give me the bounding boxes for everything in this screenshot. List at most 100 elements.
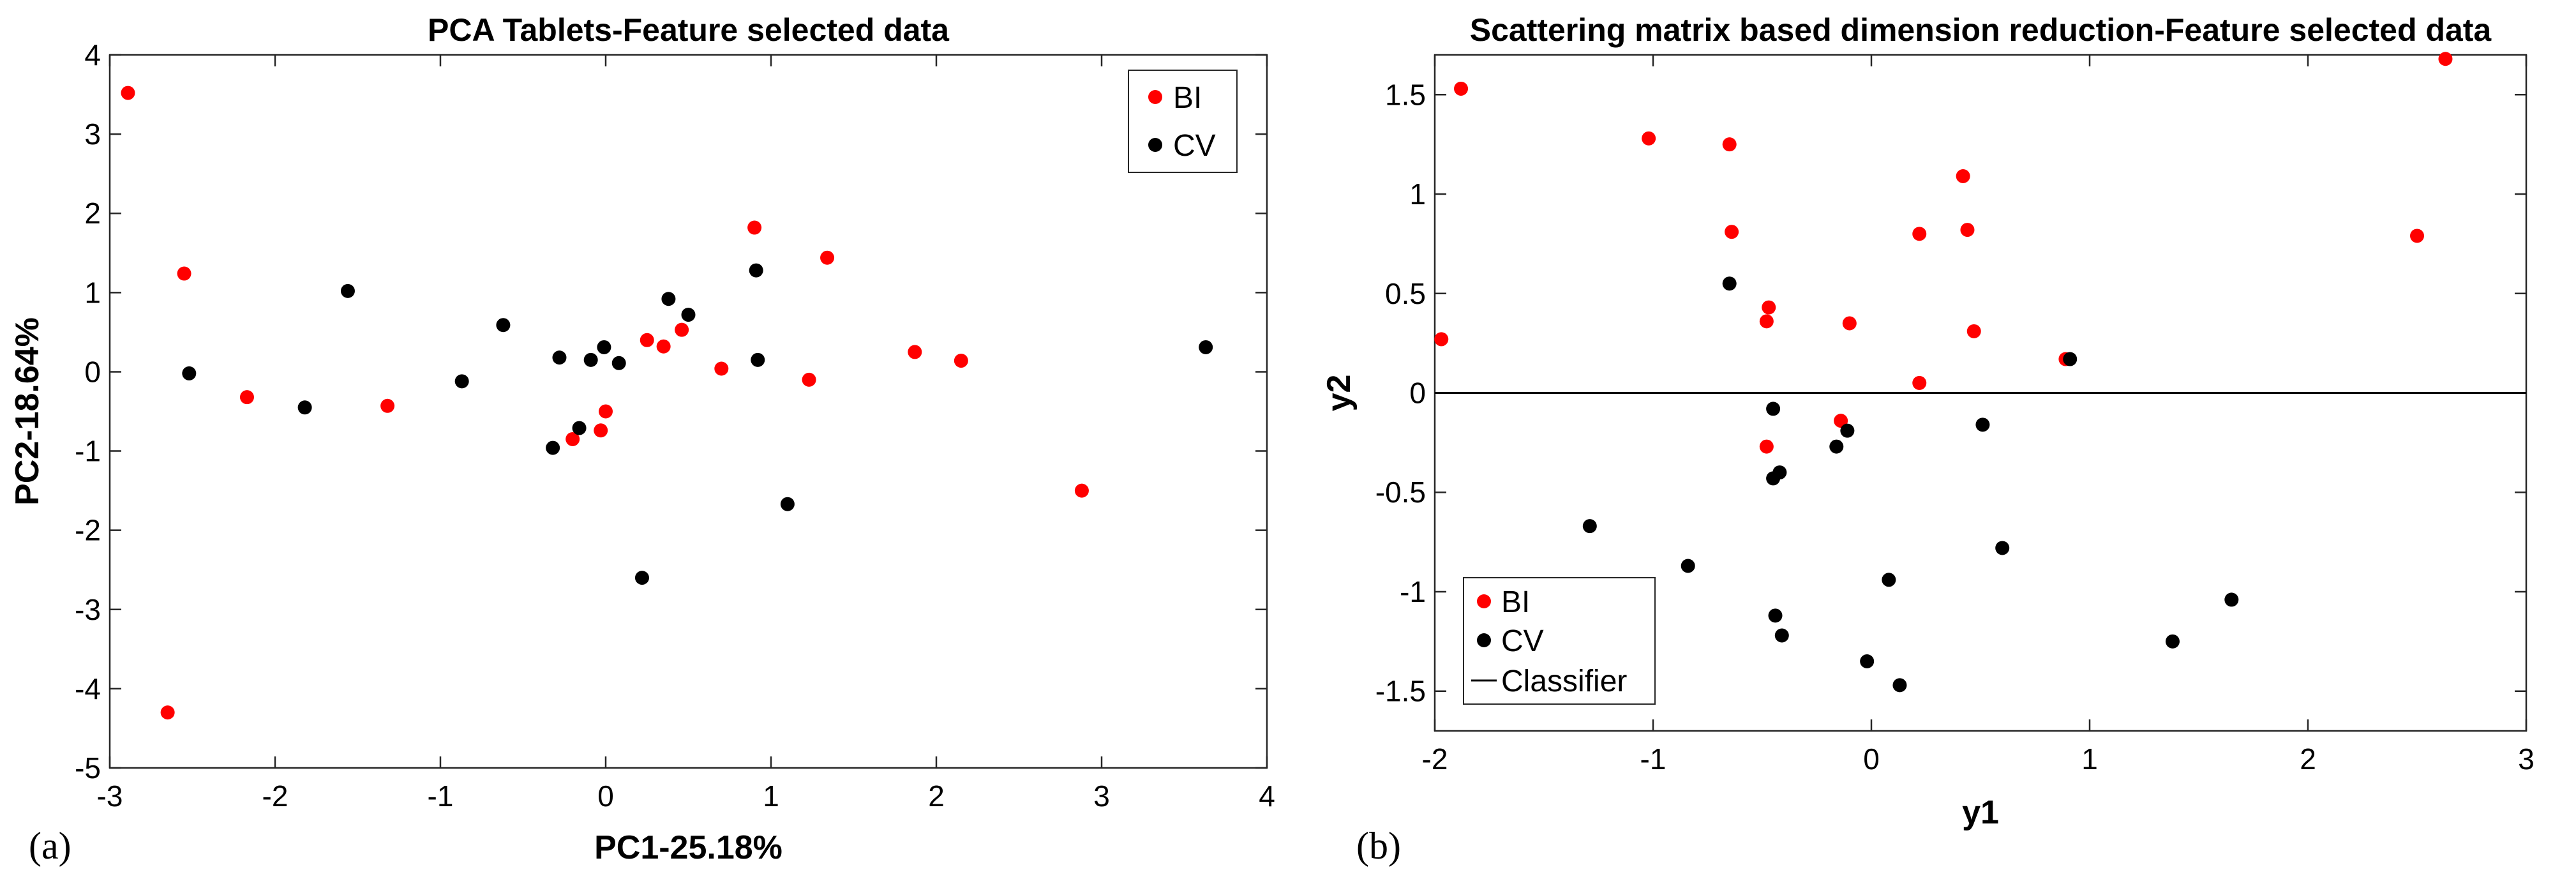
point-cv [634,571,649,585]
plot-frame [109,54,1268,769]
y-tick-label: -1.5 [1375,675,1426,708]
point-cv [182,366,197,380]
y-tick-label: 1 [84,276,101,309]
point-bi [1074,483,1089,498]
point-cv [611,356,626,370]
chart-panel-a: -3 -2 -1 0 1 2 3 4 4 3 2 1 0 -1 -2 -3 -4 -5 PCA Tablets-Fe… [9,12,1275,867]
point-bi [675,322,689,337]
legend-marker-bi [1148,90,1162,104]
x-tick-label: 2 [2300,742,2316,776]
legend-label-cv: CV [1501,624,1544,658]
point-bi [2410,229,2424,243]
legend-label-classifier: Classifier [1501,665,1627,698]
point-cv [583,352,598,367]
y-axis-label: PC2-18.64% [9,317,46,506]
point-cv [1768,608,1783,623]
point-cv [1975,417,1990,432]
x-tick-label: 3 [1093,779,1110,813]
point-bi [121,86,135,100]
legend-marker-cv [1148,138,1162,152]
point-bi [954,354,968,368]
point-bi [1834,414,1848,428]
point-cv [1840,423,1855,438]
point-cv [1722,276,1737,291]
x-tick-label: 1 [2081,742,2098,776]
point-bi [1722,137,1737,152]
point-bi [177,266,191,281]
y-tick-label: 3 [84,117,101,151]
chart-title: PCA Tablets-Feature selected data [428,12,950,48]
legend-marker-cv [1477,633,1491,647]
point-bi [160,705,175,720]
legend-label-bi: BI [1501,585,1530,619]
point-cv [1199,340,1213,354]
point-cv [751,352,765,367]
y-tick-label: 2 [84,197,101,230]
point-bi [1956,169,1970,183]
point-cv [546,440,560,455]
point-cv [572,421,587,435]
x-tick-label: -1 [1640,742,1666,776]
point-cv [552,350,567,365]
y-tick-label: -3 [75,593,101,626]
point-bi [747,220,762,235]
point-cv [1766,471,1781,486]
point-cv [661,292,676,306]
point-cv [1995,541,2010,555]
y-tick-label: 1 [1409,177,1426,211]
x-tick-label: 0 [1863,742,1880,776]
x-axis-label: PC1-25.18% [594,829,783,866]
x-tick-label: 0 [597,779,614,813]
chart-panel-b: -2 -1 0 1 2 3 1.5 1 0.5 0 -0.5 -1 -1.5 Scattering mat… [1321,12,2535,867]
chart-title: Scattering matrix based dimension reduct… [1470,12,2492,48]
point-bi [1966,324,1981,338]
y-tick-label: 4 [84,38,101,71]
x-tick-label: -2 [262,779,288,813]
point-cv [2165,634,2180,649]
point-cv [1774,628,1789,643]
point-bi [1454,81,1469,96]
point-bi [802,372,816,387]
x-tick-label: -1 [428,779,454,813]
point-bi [239,390,254,405]
legend: BI CV Classifier [1463,577,1656,705]
point-cv [1860,654,1875,668]
point-bi [640,333,654,347]
point-cv [454,374,469,389]
point-cv [297,400,312,415]
point-bi [820,250,835,265]
point-bi [1759,314,1774,329]
y-tick-label: 0 [84,355,101,388]
point-bi [1912,227,1927,241]
x-tick-label: 2 [928,779,945,813]
point-cv [780,497,795,511]
point-cv [2224,592,2239,607]
x-tick-label: -3 [97,779,123,813]
point-cv [340,283,355,298]
x-axis-label: y1 [1962,794,1999,831]
point-cv [1882,573,1896,587]
point-cv [681,308,696,322]
y-tick-label: -2 [75,514,101,547]
legend-label-cv: CV [1173,129,1216,163]
x-tick-label: 1 [763,779,779,813]
legend-marker-bi [1477,594,1491,608]
point-bi [380,398,395,413]
point-bi [1725,225,1739,239]
point-bi [594,423,608,438]
legend-box [1128,70,1238,173]
point-bi [2438,52,2453,66]
y-tick-label: 1.5 [1385,78,1426,111]
point-bi [565,432,580,446]
legend-box [1463,577,1656,705]
point-cv [597,340,611,354]
point-bi [1434,332,1449,347]
point-bi [1762,300,1776,315]
point-cv [496,318,511,333]
x-tick-label: -2 [1422,742,1448,776]
y-axis-label: y2 [1321,375,1358,412]
point-bi [1912,375,1927,390]
point-bi [714,361,729,376]
y-tick-label: -5 [75,751,101,785]
